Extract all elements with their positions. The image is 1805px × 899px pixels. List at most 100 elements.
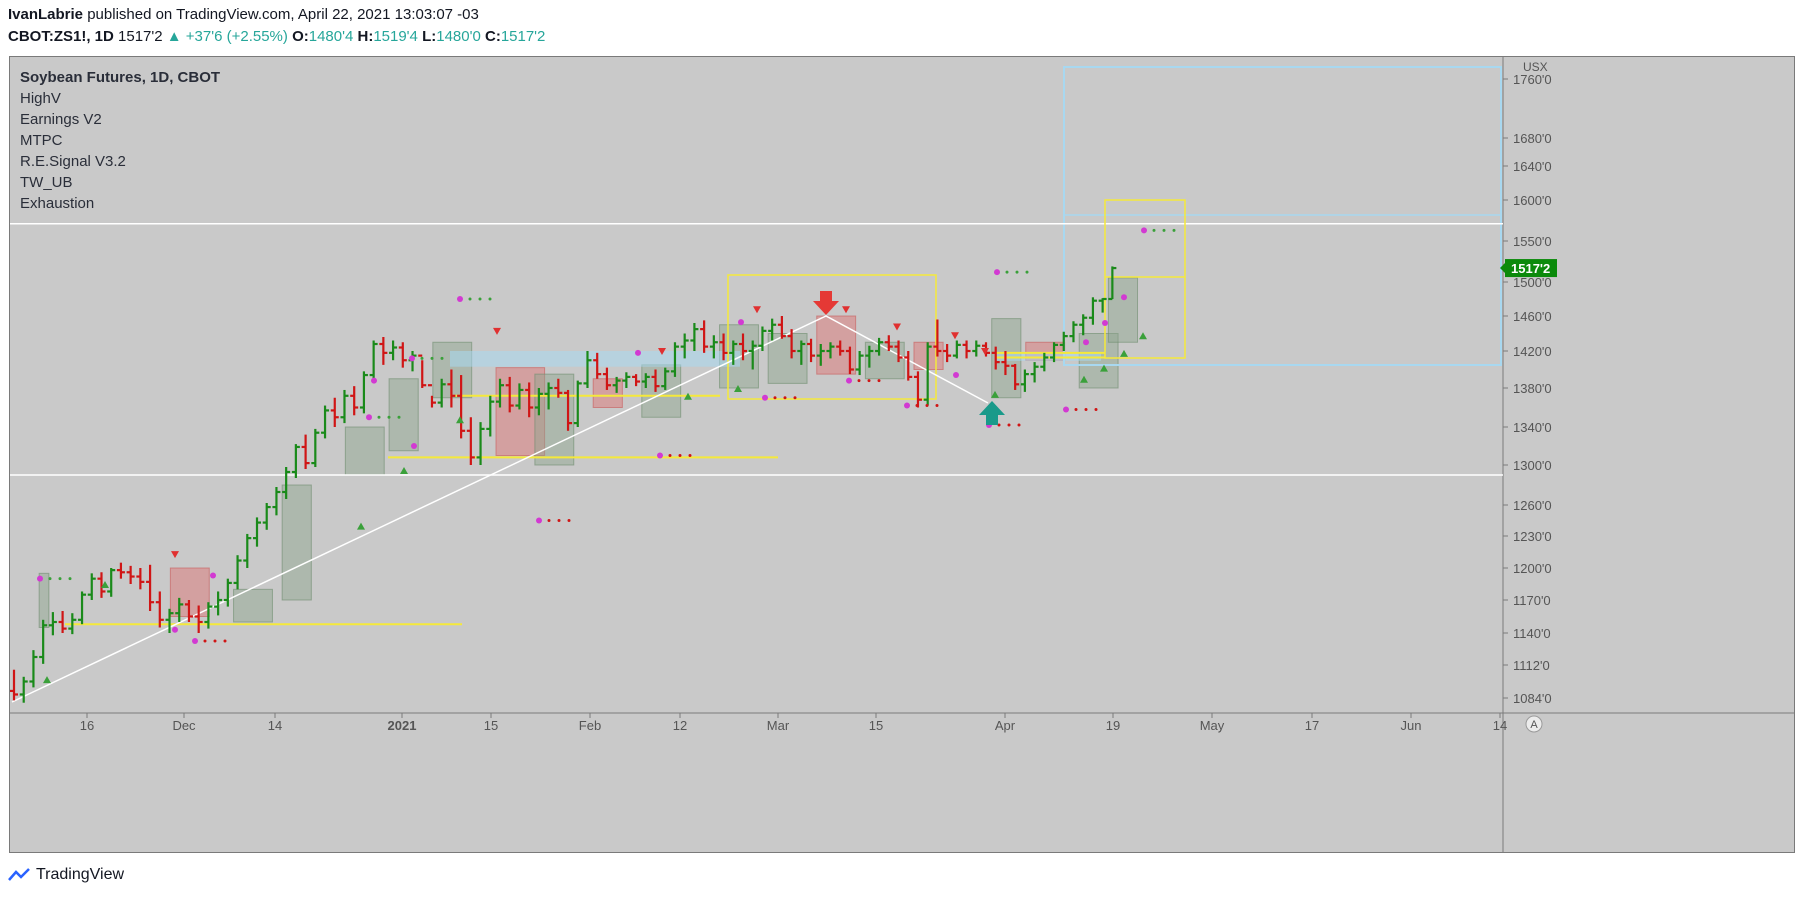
signal-trail-dot <box>377 415 381 419</box>
ohlc-bar <box>680 333 689 359</box>
ohlc-bar <box>865 345 874 368</box>
buy-triangle <box>1100 364 1108 372</box>
ohlc-bar <box>10 669 18 701</box>
signal-trail-dot <box>430 356 434 360</box>
signal-trail-dot <box>1025 270 1029 274</box>
buy-arrow-icon <box>979 401 1005 425</box>
ohlc-bar <box>253 517 261 547</box>
price-tick-label: 1640'0 <box>1513 159 1552 174</box>
signal-trail-dot <box>223 639 227 643</box>
tradingview-logo-icon <box>8 868 30 881</box>
legend-indicator[interactable]: HighV <box>20 90 61 107</box>
auto-scale-label: A <box>1530 719 1538 731</box>
ohlc-bar <box>884 335 893 351</box>
signal-zone-box <box>1107 277 1139 343</box>
legend-indicator[interactable]: MTPC <box>20 132 63 149</box>
ohlc-bar <box>962 340 971 359</box>
high-value: 1519'4 <box>373 28 418 45</box>
price-tick-label: 1112'0 <box>1513 658 1550 673</box>
ohlc-bar <box>700 320 709 353</box>
signal-trail-dot <box>1162 228 1166 232</box>
ohlc-bar <box>836 340 845 356</box>
ohlc-bar <box>19 676 28 703</box>
currency-label: USX <box>1523 60 1548 74</box>
ohlc-bar <box>1079 314 1088 336</box>
legend-indicator[interactable]: R.E.Signal V3.2 <box>20 153 126 170</box>
ohlc-bar <box>184 600 193 622</box>
legend-indicator[interactable]: Exhaustion <box>20 195 95 212</box>
price-axis: 1084'0 1112'0 1140'0 1170'0 1200'0 1230'0 1260… <box>1500 60 1557 706</box>
chart-svg[interactable]: 1084'0 1112'0 1140'0 1170'0 1200'0 1230'0 1260… <box>10 57 1794 852</box>
ohlc-bar <box>1059 331 1068 351</box>
buy-triangle <box>43 676 51 684</box>
price-tick-label: 1680'0 <box>1513 131 1552 146</box>
ohlc-bar <box>175 597 184 622</box>
ohlc-bar <box>894 340 903 363</box>
low-label: L: <box>422 28 437 45</box>
signal-dot <box>1102 320 1108 326</box>
ohlc-bar <box>525 382 534 418</box>
signal-dot <box>1083 339 1089 346</box>
signal-trail-dot <box>58 577 62 581</box>
close-value: 1517'2 <box>500 28 546 45</box>
ohlc-bar <box>875 337 884 356</box>
signal-zone-box <box>388 378 419 452</box>
ohlc-bar <box>466 417 475 465</box>
chart-pane[interactable]: 1084'0 1112'0 1140'0 1170'0 1200'0 1230'0 1260… <box>9 56 1795 853</box>
ohlc-bar <box>398 342 407 368</box>
price-tick-label: 1230'0 <box>1513 529 1552 544</box>
signal-trail-dot <box>203 639 207 643</box>
ohlc-bar <box>1020 369 1029 392</box>
ohlc-bar <box>602 367 611 390</box>
ohlc-bar <box>923 342 932 406</box>
price-tick-label: 1084'0 <box>1513 691 1552 706</box>
ohlc-bar <box>855 351 864 376</box>
author-name[interactable]: IvanLabrie <box>8 6 84 23</box>
ohlc-bar <box>350 386 359 416</box>
legend-indicator[interactable]: TW_UB <box>20 174 73 191</box>
legend-title[interactable]: Soybean Futures, 1D, CBOT <box>20 69 221 86</box>
ohlc-bar <box>223 578 232 607</box>
consolidation-box <box>727 274 937 400</box>
buy-triangle <box>734 385 742 392</box>
signal-dot <box>409 355 415 362</box>
ohlc-bar <box>389 340 398 361</box>
ohlc-bar <box>1030 362 1039 383</box>
signal-trail-dot <box>1094 407 1098 411</box>
time-tick-label: 14 <box>1493 718 1507 733</box>
published-text: published on TradingView.com, April 22, … <box>87 6 479 23</box>
signal-dot <box>904 402 910 409</box>
signal-trail-dot <box>488 297 492 301</box>
open-value: 1480'4 <box>308 28 354 45</box>
ohlc-bar <box>972 340 981 357</box>
time-tick-label: 15 <box>869 718 883 733</box>
price-tick-label: 1500'0 <box>1513 275 1552 290</box>
buy-triangle <box>1139 332 1147 340</box>
ohlc-bar <box>904 351 913 381</box>
legend-indicator[interactable]: Earnings V2 <box>20 111 102 128</box>
ohlc-bar <box>670 342 679 377</box>
price-tick-label: 1200'0 <box>1513 561 1552 576</box>
ohlc-bar <box>321 405 330 439</box>
signal-dot <box>738 319 744 326</box>
price-tick-label: 1460'0 <box>1513 309 1552 324</box>
low-value: 1480'0 <box>436 28 481 45</box>
buy-triangle <box>357 522 365 530</box>
ohlc-bar <box>146 564 155 611</box>
ohlc-bar <box>165 608 174 633</box>
signal-trail-dot <box>1007 423 1011 427</box>
price-tick-label: 1760'0 <box>1513 72 1552 87</box>
signal-trail-dot <box>1172 228 1176 232</box>
ohlc-bar <box>991 346 1000 370</box>
price-tick-label: 1550'0 <box>1513 234 1552 249</box>
signal-trail-dot <box>68 577 72 581</box>
tradingview-footer[interactable]: TradingView <box>8 866 124 884</box>
time-tick-label: Jun <box>1401 718 1422 733</box>
signal-trail-dot <box>678 454 682 457</box>
sell-triangle <box>981 348 989 355</box>
signal-dot <box>210 572 216 579</box>
ohlc-bar <box>437 378 446 408</box>
ohlc-bar <box>933 319 942 357</box>
ohlc-bar <box>787 329 796 359</box>
buy-triangle <box>400 467 408 474</box>
